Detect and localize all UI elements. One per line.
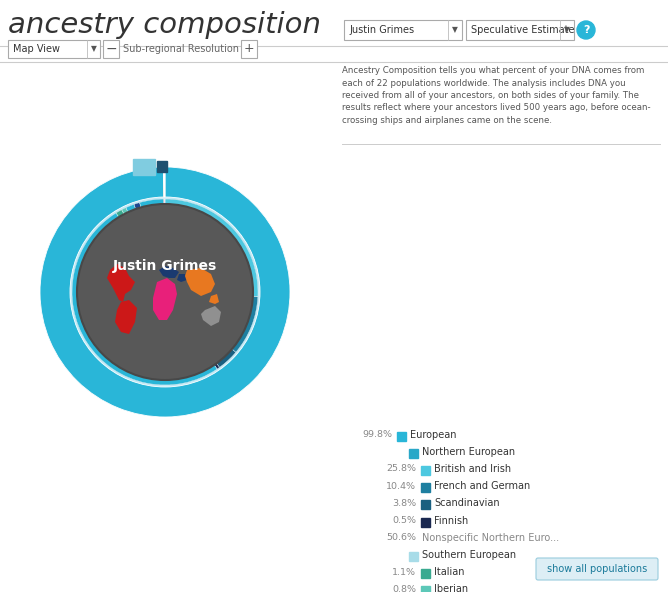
Circle shape (577, 21, 595, 39)
Bar (241, 40, 257, 58)
Text: European: European (410, 430, 456, 439)
Text: Southern European: Southern European (422, 550, 516, 560)
Text: ancestry composition: ancestry composition (8, 11, 321, 39)
Wedge shape (72, 199, 258, 385)
Text: 0.8%: 0.8% (392, 585, 416, 592)
Bar (421, 586, 430, 592)
Text: Ancestry Composition tells you what percent of your DNA comes from
each of 22 po: Ancestry Composition tells you what perc… (342, 66, 651, 125)
Text: 3.8%: 3.8% (392, 499, 416, 508)
Wedge shape (210, 358, 220, 369)
Wedge shape (40, 167, 290, 417)
Polygon shape (107, 264, 135, 302)
Bar (421, 483, 430, 492)
Bar (421, 517, 430, 526)
Wedge shape (226, 296, 258, 352)
Text: Nonspecific Northern Euro...: Nonspecific Northern Euro... (422, 533, 559, 543)
Text: ▼: ▼ (91, 44, 97, 53)
Bar (8, 40, 100, 58)
Text: Scandinavian: Scandinavian (434, 498, 500, 509)
Wedge shape (122, 208, 131, 220)
Wedge shape (40, 167, 290, 417)
Text: ▼: ▼ (564, 25, 570, 34)
Polygon shape (185, 268, 215, 296)
Wedge shape (140, 199, 164, 214)
Polygon shape (159, 266, 179, 278)
Text: British and Irish: British and Irish (434, 464, 511, 474)
Text: −: − (105, 42, 117, 56)
Text: Finnish: Finnish (434, 516, 468, 526)
Bar (466, 20, 574, 40)
Bar (421, 569, 430, 578)
Polygon shape (115, 300, 137, 334)
Bar (397, 432, 406, 440)
Text: +: + (244, 43, 255, 56)
Text: Map View: Map View (13, 44, 60, 54)
Wedge shape (212, 345, 236, 368)
Text: Italian: Italian (434, 567, 464, 577)
Text: Justin Grimes: Justin Grimes (113, 259, 217, 273)
Bar (157, 161, 167, 172)
Circle shape (77, 204, 253, 380)
Text: 10.4%: 10.4% (386, 482, 416, 491)
Text: French and German: French and German (434, 481, 530, 491)
Text: 50.6%: 50.6% (386, 533, 416, 542)
Text: Sub-regional Resolution: Sub-regional Resolution (123, 44, 239, 54)
Text: show all populations: show all populations (547, 564, 647, 574)
Text: Justin Grimes: Justin Grimes (349, 25, 414, 35)
Polygon shape (209, 294, 219, 304)
Text: 25.8%: 25.8% (386, 465, 416, 474)
Bar (409, 449, 418, 458)
Bar (421, 466, 430, 475)
Wedge shape (72, 213, 217, 385)
Text: 1.1%: 1.1% (392, 568, 416, 577)
Text: Northern European: Northern European (422, 447, 515, 457)
Bar (103, 40, 119, 58)
FancyBboxPatch shape (536, 558, 658, 580)
Bar (421, 500, 430, 509)
Text: Speculative Estimate: Speculative Estimate (471, 25, 574, 35)
Polygon shape (153, 278, 177, 320)
Text: 0.5%: 0.5% (392, 516, 416, 525)
Bar (344, 20, 462, 40)
Text: 99.8%: 99.8% (362, 430, 392, 439)
Wedge shape (134, 202, 143, 215)
Text: ?: ? (582, 25, 589, 35)
Wedge shape (116, 210, 128, 223)
Wedge shape (165, 199, 258, 297)
Bar (409, 552, 418, 561)
Polygon shape (177, 274, 187, 282)
Text: ▼: ▼ (452, 25, 458, 34)
Bar (133, 159, 155, 175)
Text: Iberian: Iberian (434, 584, 468, 592)
Wedge shape (164, 167, 165, 197)
Wedge shape (126, 204, 138, 218)
Polygon shape (201, 306, 221, 326)
